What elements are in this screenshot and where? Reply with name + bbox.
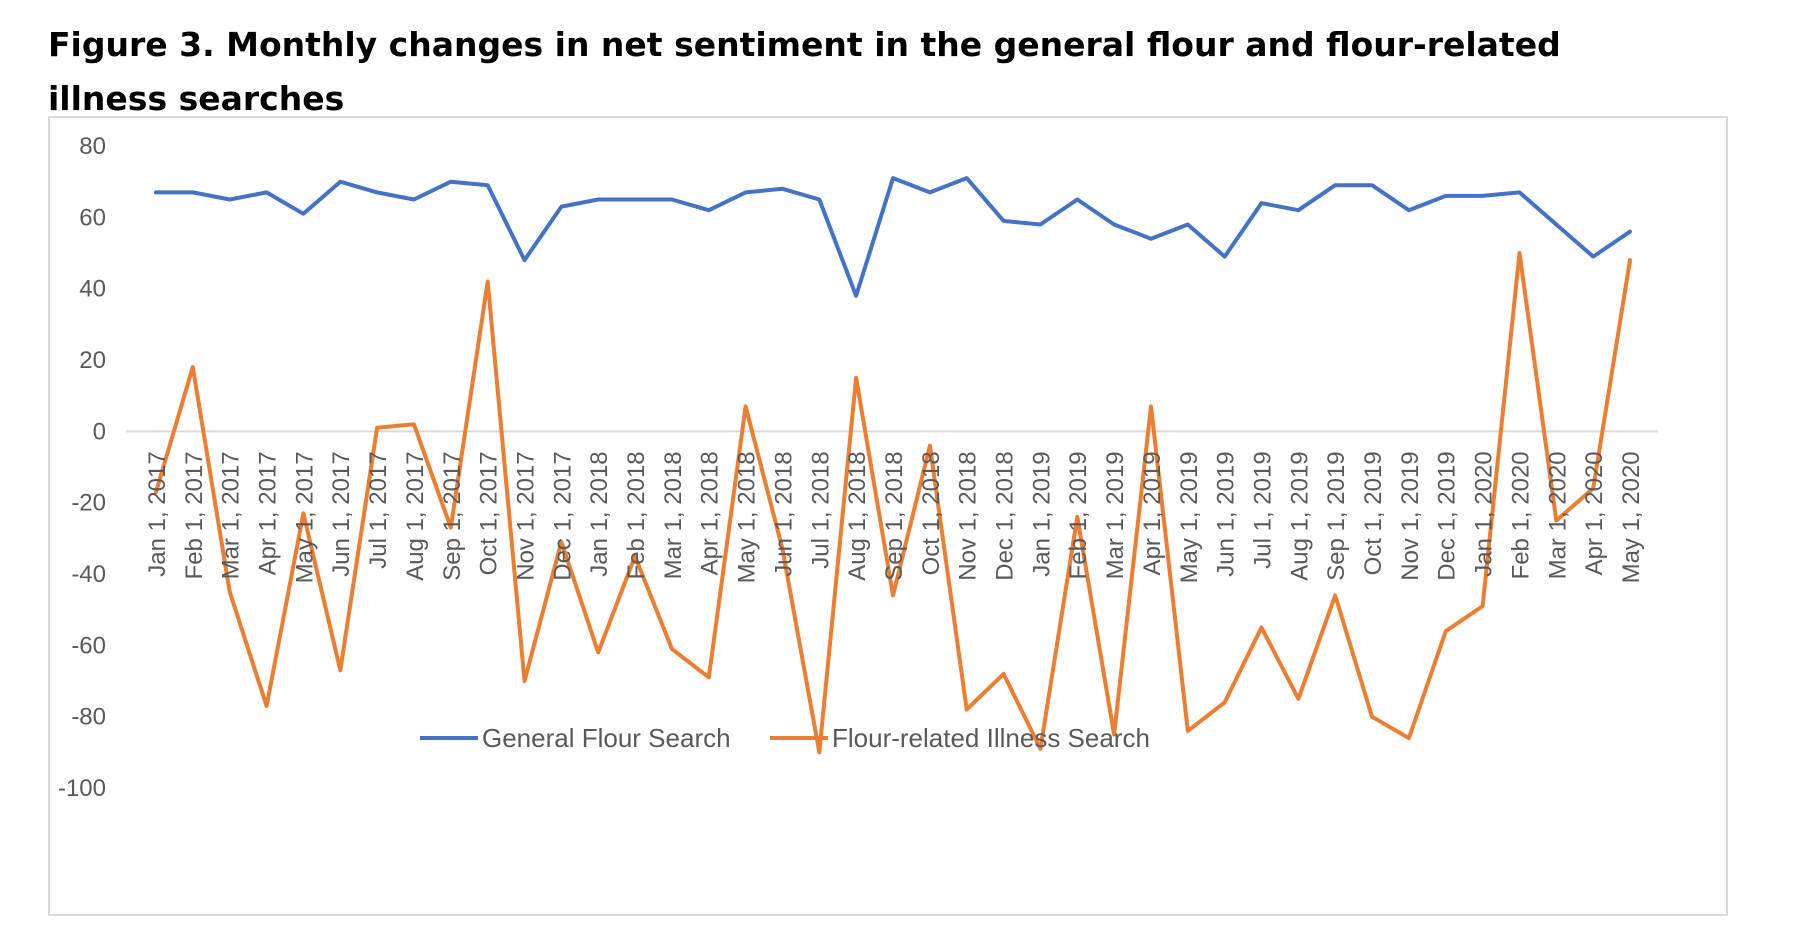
x-tick-label: Feb 1, 2019 <box>1065 451 1092 579</box>
y-tick-label: -60 <box>71 632 106 659</box>
x-tick-label: Jul 1, 2019 <box>1250 451 1277 568</box>
x-tick-label: Nov 1, 2018 <box>955 451 982 580</box>
x-tick-label: Jul 1, 2017 <box>365 451 392 568</box>
x-tick-label: Aug 1, 2017 <box>402 451 429 580</box>
series-lines <box>154 176 1632 755</box>
x-tick-label: Oct 1, 2017 <box>476 451 503 575</box>
x-tick-label: Sep 1, 2017 <box>439 451 466 580</box>
general-flour-series-line <box>154 176 1632 298</box>
y-axis-ticks: 80 60 40 20 0 -20 -40 -60 -80 -100 <box>58 133 106 802</box>
x-tick-label: Sep 1, 2018 <box>881 451 908 580</box>
legend-label: Flour-related Illness Search <box>832 723 1150 753</box>
x-tick-label: Apr 1, 2017 <box>255 451 282 575</box>
x-tick-label: Jun 1, 2017 <box>328 451 355 576</box>
x-tick-label: May 1, 2019 <box>1176 451 1203 583</box>
x-tick-label: Apr 1, 2018 <box>697 451 724 575</box>
x-tick-label: Nov 1, 2019 <box>1397 451 1424 580</box>
y-tick-label: 40 <box>79 276 106 303</box>
x-tick-label: Apr 1, 2020 <box>1581 451 1608 575</box>
x-tick-label: May 1, 2017 <box>291 451 318 583</box>
x-tick-label: Mar 1, 2019 <box>1102 451 1129 579</box>
legend-item-flour-illness: Flour-related Illness Search <box>770 723 1150 753</box>
y-tick-label: 80 <box>79 133 106 160</box>
figure-title: Figure 3. Monthly changes in net sentime… <box>48 25 1561 118</box>
x-tick-label: Sep 1, 2019 <box>1323 451 1350 580</box>
x-tick-label: Feb 1, 2020 <box>1507 451 1534 579</box>
x-tick-label: Jun 1, 2019 <box>1213 451 1240 576</box>
y-tick-label: 0 <box>93 418 106 445</box>
chart-frame: 80 60 40 20 0 -20 -40 -60 -80 -100 Jan 1, 2017 Feb… <box>48 116 1728 916</box>
x-tick-label: Aug 1, 2018 <box>844 451 871 580</box>
x-tick-label: May 1, 2020 <box>1618 451 1645 583</box>
x-tick-label: Oct 1, 2019 <box>1360 451 1387 575</box>
x-tick-label: Apr 1, 2019 <box>1139 451 1166 575</box>
x-tick-label: Dec 1, 2019 <box>1434 451 1461 580</box>
x-tick-label: Jan 1, 2018 <box>586 451 613 576</box>
x-tick-label: May 1, 2018 <box>734 451 761 583</box>
y-tick-label: -20 <box>71 490 106 517</box>
x-tick-label: Jun 1, 2018 <box>770 451 797 576</box>
legend: General Flour Search Flour-related Illnes… <box>420 723 1150 753</box>
y-tick-label: 20 <box>79 347 106 374</box>
x-tick-label: Nov 1, 2017 <box>513 451 540 580</box>
flour-illness-series-line <box>154 251 1632 755</box>
legend-item-general-flour: General Flour Search <box>420 723 731 753</box>
x-tick-label: Jan 1, 2017 <box>144 451 171 576</box>
x-tick-label: Dec 1, 2017 <box>549 451 576 580</box>
x-tick-label: Mar 1, 2017 <box>218 451 245 579</box>
x-tick-label: Dec 1, 2018 <box>992 451 1019 580</box>
x-tick-label: Aug 1, 2019 <box>1286 451 1313 580</box>
y-tick-label: 60 <box>79 204 106 231</box>
y-tick-label: -40 <box>71 561 106 588</box>
x-tick-label: Jul 1, 2018 <box>807 451 834 568</box>
x-tick-label: Jan 1, 2020 <box>1471 451 1498 576</box>
x-tick-label: Feb 1, 2018 <box>623 451 650 579</box>
x-tick-label: Mar 1, 2018 <box>660 451 687 579</box>
legend-label: General Flour Search <box>482 723 731 753</box>
x-tick-label: Jan 1, 2019 <box>1028 451 1055 576</box>
x-tick-label: Feb 1, 2017 <box>181 451 208 579</box>
y-tick-label: -100 <box>58 775 106 802</box>
x-axis-ticks: Jan 1, 2017 Feb 1, 2017 Mar 1, 2017 Apr 1, … <box>144 451 1645 583</box>
x-tick-label: Oct 1, 2018 <box>918 451 945 575</box>
x-tick-label: Mar 1, 2020 <box>1544 451 1571 579</box>
y-tick-label: -80 <box>71 704 106 731</box>
line-chart: 80 60 40 20 0 -20 -40 -60 -80 -100 Jan 1, 2017 Feb… <box>58 133 1658 802</box>
